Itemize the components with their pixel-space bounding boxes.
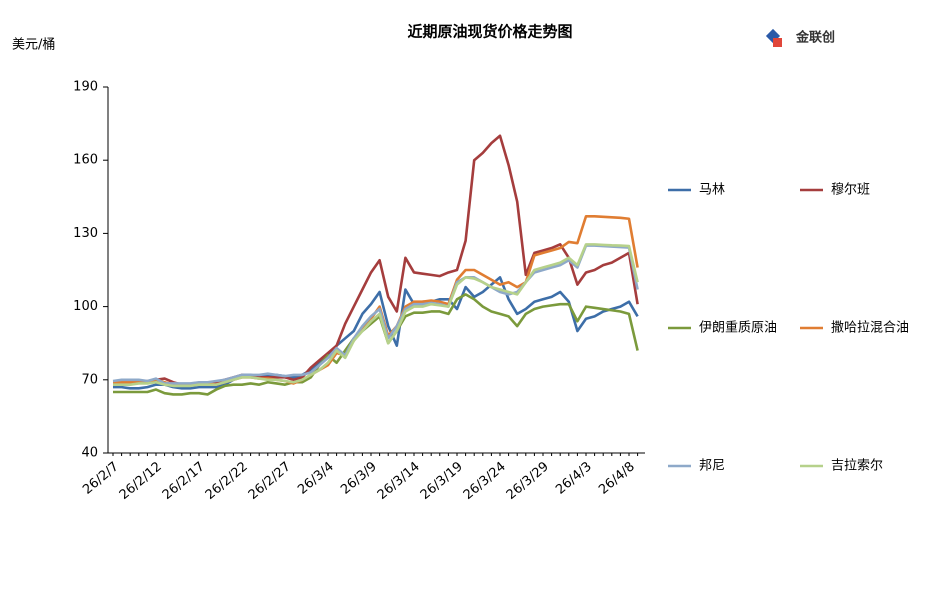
- legend-label: 伊朗重质原油: [699, 320, 777, 336]
- series-line: [113, 293, 639, 396]
- chart-title: 近期原油现货价格走势图: [407, 23, 572, 41]
- y-tick-label: 160: [73, 153, 98, 168]
- logo-icon: [773, 38, 782, 47]
- y-tick-label: 190: [73, 80, 98, 95]
- legend-label: 邦尼: [699, 459, 725, 474]
- logo-text: 金联创: [795, 30, 835, 46]
- series-line: [112, 244, 639, 385]
- logo: 金联创: [765, 28, 835, 47]
- y-tick-label: 100: [73, 299, 98, 314]
- legend-label: 马林: [699, 183, 725, 198]
- legend-label: 穆尔班: [831, 183, 870, 198]
- series-line: [113, 276, 639, 390]
- y-tick-label: 130: [73, 226, 98, 241]
- legend-label: 吉拉索尔: [831, 459, 883, 474]
- legend-label: 撒哈拉混合油: [831, 320, 909, 336]
- y-tick-label: 40: [81, 446, 98, 461]
- series-line: [113, 243, 639, 388]
- y-axis-label: 美元/桶: [12, 38, 55, 53]
- y-tick-label: 70: [81, 372, 98, 387]
